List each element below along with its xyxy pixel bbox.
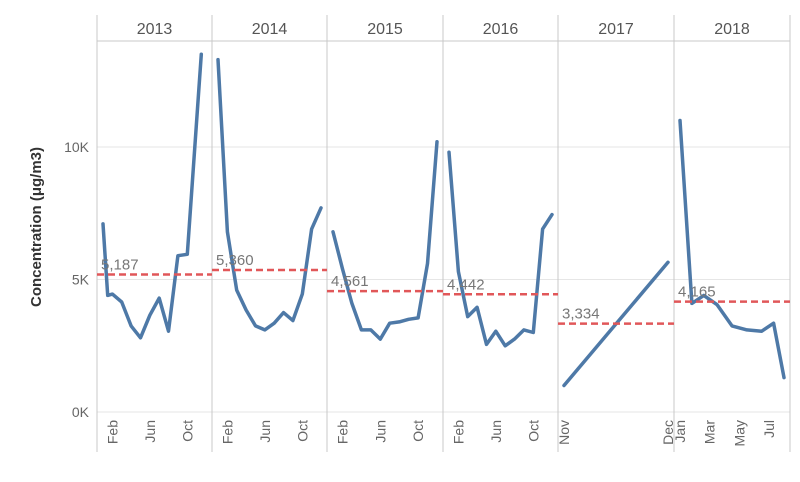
panel-2017: 2017 3,334 Nov Dec	[556, 21, 676, 445]
series-line	[331, 139, 439, 341]
month-tick-label: Jan	[672, 420, 688, 443]
month-tick-label: Feb	[104, 420, 120, 444]
y-tick-label: 10K	[64, 139, 90, 155]
month-tick-label: Feb	[219, 420, 235, 444]
series-line	[678, 118, 786, 380]
series-line	[216, 57, 323, 332]
year-label: 2015	[367, 21, 403, 38]
year-label: 2017	[598, 21, 634, 38]
panel-2018: 2018 4,165 Jan Mar May Jul	[672, 21, 790, 446]
y-axis: 0K 5K 10K	[64, 139, 90, 420]
month-tick-label: Oct	[179, 420, 195, 442]
month-tick-label: Jun	[372, 420, 388, 443]
month-tick-label: Jun	[142, 420, 158, 443]
month-tick-label: Feb	[335, 420, 351, 444]
month-tick-label: Nov	[556, 420, 572, 445]
month-tick-label: Jul	[761, 420, 777, 438]
average-label: 5,187	[101, 257, 139, 274]
average-label: 4,442	[447, 276, 485, 293]
year-label: 2018	[714, 21, 750, 38]
series-line	[447, 150, 554, 348]
panel-2016: 2016 4,442 Feb Jun Oct	[443, 21, 558, 444]
panel-2014: 2014 5,360 Feb Jun Oct	[212, 21, 327, 444]
month-tick-label: Oct	[525, 420, 541, 442]
panel-2015: 2015 4,561 Feb Jun Oct	[327, 21, 443, 444]
year-label: 2013	[137, 21, 173, 38]
month-tick-label: Oct	[294, 420, 310, 442]
month-tick-label: Oct	[410, 420, 426, 442]
month-tick-label: May	[731, 420, 747, 446]
panel-2013: 2013 5,187 Feb Jun Oct	[97, 21, 212, 444]
month-tick-label: Feb	[450, 420, 466, 444]
series-line	[101, 52, 204, 340]
grid-layer	[96, 15, 791, 452]
y-axis-label: Concentration (μg/m3)	[28, 147, 45, 307]
average-label: 3,334	[562, 306, 600, 323]
average-label: 4,561	[331, 273, 369, 290]
month-tick-label: Mar	[702, 420, 718, 444]
y-tick-label: 0K	[72, 404, 90, 420]
y-tick-label: 5K	[72, 272, 90, 288]
month-tick-label: Dec	[660, 420, 676, 445]
average-label: 4,165	[678, 284, 716, 301]
year-label: 2014	[252, 21, 288, 38]
month-tick-label: Jun	[257, 420, 273, 443]
year-label: 2016	[483, 21, 519, 38]
average-label: 5,360	[216, 252, 254, 269]
month-tick-label: Jun	[488, 420, 504, 443]
